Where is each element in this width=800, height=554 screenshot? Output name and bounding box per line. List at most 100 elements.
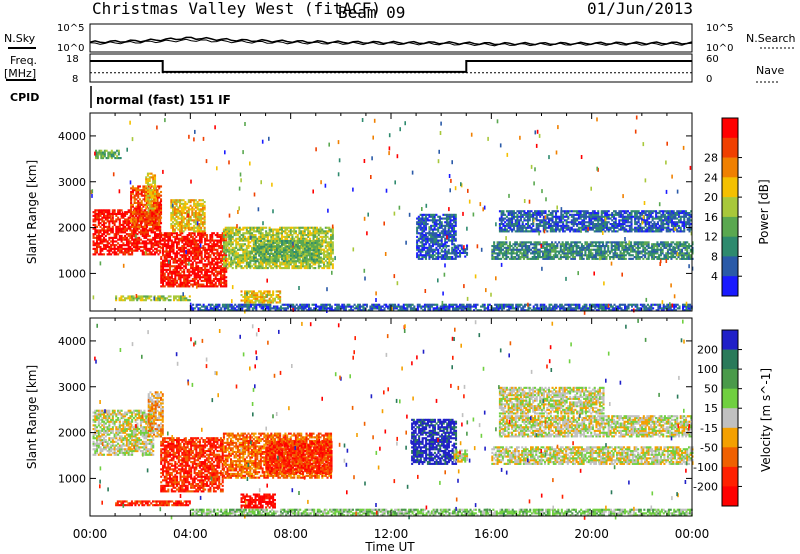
heatmap-cell — [117, 233, 120, 236]
heatmap-cell — [300, 263, 303, 266]
heatmap-cell — [186, 276, 189, 279]
heatmap-cell — [621, 252, 624, 255]
heatmap-cell — [677, 254, 680, 257]
heatmap-cell — [167, 246, 170, 249]
heatmap-cell — [172, 201, 175, 204]
heatmap-cell — [323, 257, 326, 260]
heatmap-cell — [438, 246, 441, 249]
heatmap-cell — [187, 226, 190, 229]
heatmap-cell — [237, 237, 240, 240]
heatmap-cell — [96, 218, 99, 221]
heatmap-cell — [277, 234, 280, 237]
heatmap-cell — [328, 226, 331, 229]
heatmap-cell — [142, 187, 145, 190]
heatmap-cell — [538, 252, 541, 255]
heatmap-cell — [531, 250, 534, 253]
heatmap-cell — [565, 243, 568, 246]
heatmap-cell — [177, 221, 180, 224]
heatmap-cell — [97, 223, 100, 227]
heatmap-cell — [209, 267, 212, 270]
heatmap-cell — [275, 241, 278, 244]
heatmap-cell — [287, 267, 290, 270]
heatmap-cell — [179, 212, 182, 215]
heatmap-cell — [328, 237, 331, 240]
heatmap-cell — [202, 263, 205, 266]
heatmap-cell — [147, 218, 150, 221]
heatmap-cell — [280, 228, 283, 231]
heatmap-cell — [284, 240, 287, 243]
heatmap-cell — [254, 240, 257, 243]
heatmap-cell — [204, 272, 207, 275]
heatmap-cell — [623, 256, 626, 259]
heatmap-cell — [169, 246, 172, 249]
heatmap-cell — [419, 213, 422, 216]
heatmap-cell — [143, 242, 146, 245]
heatmap-cell — [537, 254, 540, 257]
heatmap-cell — [169, 276, 172, 279]
heatmap-cell — [238, 232, 241, 235]
heatmap-cell — [129, 236, 132, 239]
heatmap-cell — [136, 249, 139, 252]
heatmap-cell — [177, 265, 180, 268]
heatmap-cell — [433, 219, 436, 222]
heatmap-cell — [163, 257, 166, 260]
heatmap-cell — [177, 270, 180, 273]
heatmap-cell — [170, 234, 173, 237]
heatmap-cell — [150, 242, 153, 245]
heatmap-cell — [131, 231, 134, 234]
heatmap-cell — [424, 221, 427, 224]
heatmap-cell — [142, 198, 145, 201]
heatmap-cell — [319, 228, 322, 231]
heatmap-cell — [651, 256, 654, 259]
heatmap-cell — [321, 228, 324, 231]
heatmap-cell — [260, 243, 263, 246]
heatmap-cell — [146, 229, 149, 232]
heatmap-cell — [228, 263, 231, 266]
heatmap-cell — [193, 243, 196, 246]
freq-unit: [MHz] — [4, 67, 36, 80]
heatmap-cell — [138, 231, 141, 234]
heatmap-cell — [203, 201, 206, 204]
heatmap-cell — [191, 256, 194, 259]
heatmap-cell — [617, 248, 620, 251]
heatmap-cell — [298, 247, 301, 250]
heatmap-cell — [300, 254, 303, 257]
heatmap-cell — [584, 243, 587, 246]
heatmap-cell — [142, 189, 145, 192]
heatmap-cell — [101, 233, 104, 236]
heatmap-cell — [277, 256, 280, 259]
heatmap-cell — [293, 263, 296, 266]
heatmap-cell — [247, 226, 250, 229]
heatmap-cell — [424, 256, 427, 259]
heatmap-cell — [135, 218, 138, 221]
heatmap-cell — [224, 241, 227, 244]
heatmap-cell — [666, 248, 669, 251]
heatmap-cell — [154, 234, 157, 238]
heatmap-cell — [124, 211, 127, 214]
heatmap-cell — [274, 256, 277, 259]
heatmap-cell — [644, 243, 647, 246]
heatmap-cell — [138, 185, 141, 188]
heatmap-cell — [244, 237, 247, 240]
heatmap-cell — [150, 229, 153, 232]
heatmap-cell — [521, 245, 524, 248]
heatmap-cell — [282, 241, 285, 244]
heatmap-cell — [600, 252, 603, 255]
heatmap-cell — [176, 250, 179, 253]
heatmap-cell — [661, 245, 664, 248]
heatmap-cell — [263, 226, 266, 229]
heatmap-cell — [447, 230, 450, 233]
heatmap-cell — [677, 246, 680, 249]
heatmap-cell — [451, 246, 454, 249]
heatmap-cell — [294, 235, 297, 238]
heatmap-cell — [324, 241, 327, 244]
heatmap-cell — [621, 245, 624, 248]
heatmap-cell — [433, 257, 436, 260]
heatmap-cell — [428, 219, 431, 222]
heatmap-cell — [141, 240, 144, 243]
heatmap-cell — [663, 241, 666, 244]
heatmap-cell — [330, 261, 333, 264]
heatmap-cell — [198, 254, 201, 257]
heatmap-cell — [205, 270, 208, 273]
heatmap-cell — [326, 230, 329, 233]
